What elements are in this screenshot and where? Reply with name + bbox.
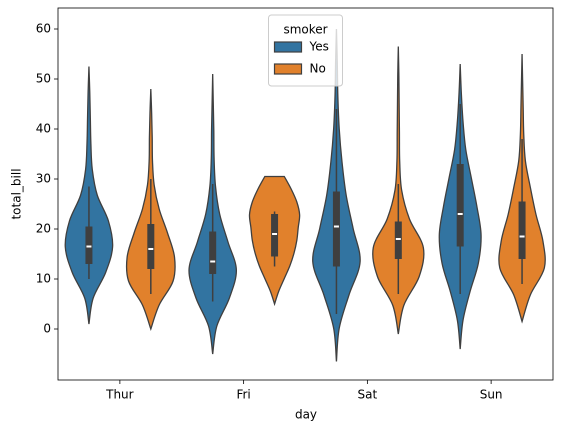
box <box>332 191 340 267</box>
legend-title: smoker <box>283 23 327 37</box>
box <box>209 231 217 274</box>
x-tick-label: Sun <box>480 388 503 402</box>
y-axis-label: total_bill <box>10 168 24 219</box>
box <box>394 221 402 259</box>
legend-label: Yes <box>309 40 329 54</box>
box <box>456 164 464 247</box>
legend-label: No <box>310 62 326 76</box>
y-tick-label: 10 <box>36 272 51 286</box>
box <box>271 214 279 257</box>
legend-swatch <box>273 63 303 75</box>
box <box>85 226 93 264</box>
box <box>147 224 155 269</box>
plot-frame <box>57 7 554 381</box>
y-tick-label: 20 <box>36 222 51 236</box>
legend-swatch <box>273 41 303 53</box>
x-tick-label: Sat <box>358 388 378 402</box>
y-tick-label: 30 <box>36 172 51 186</box>
y-tick-label: 50 <box>36 72 51 86</box>
y-tick-label: 60 <box>36 22 51 36</box>
x-tick-label: Thur <box>105 388 134 402</box>
box <box>518 201 526 259</box>
y-tick-label: 40 <box>36 122 51 136</box>
x-axis-label: day <box>295 408 317 422</box>
x-tick-label: Fri <box>236 388 250 402</box>
legend: smoker Yes No <box>268 14 343 87</box>
y-tick-label: 0 <box>43 322 51 336</box>
